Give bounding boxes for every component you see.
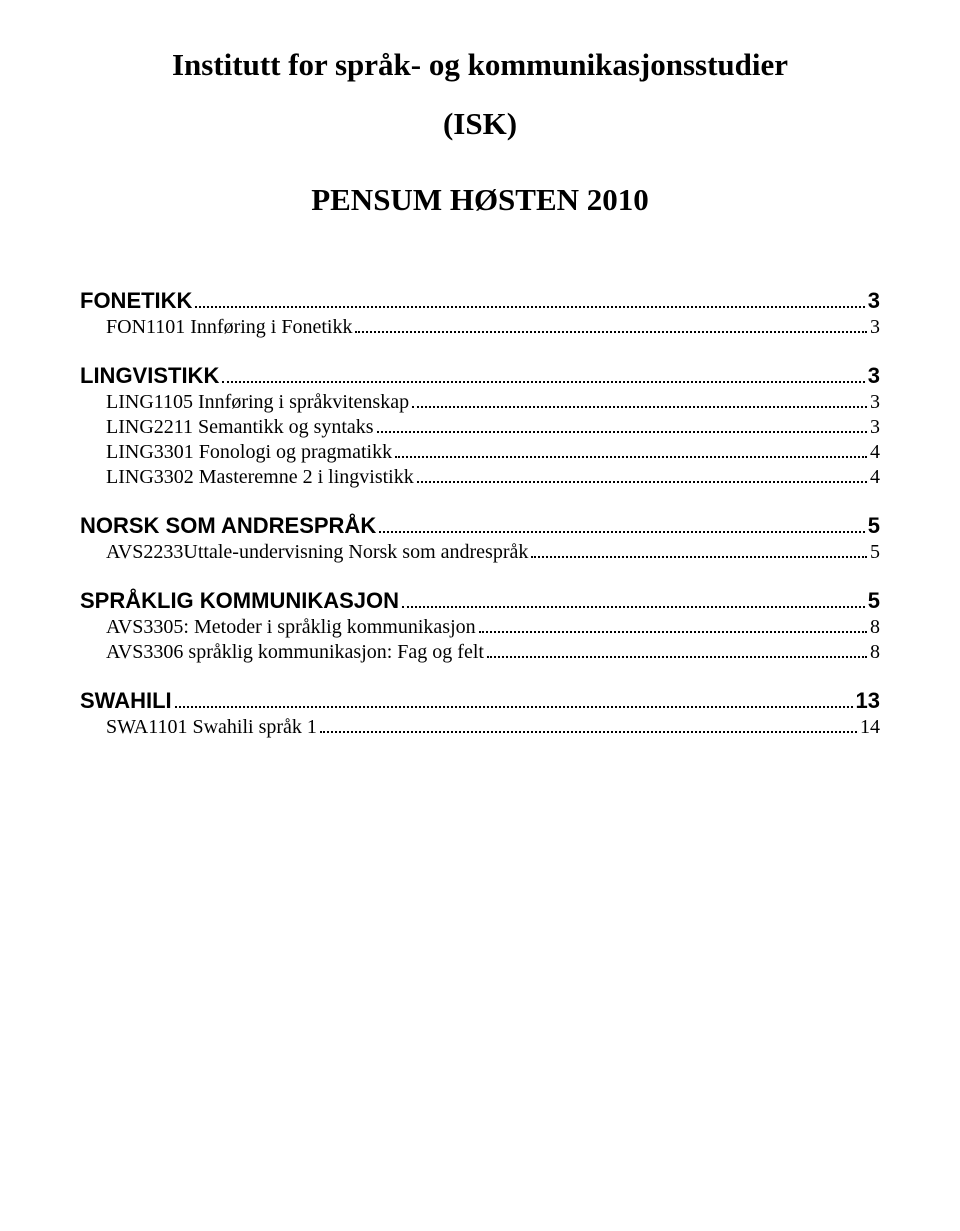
toc-page-number: 5 — [870, 541, 880, 564]
toc-entry-label: SWA1101 Swahili språk 1 — [80, 716, 317, 739]
toc-leader — [417, 471, 867, 483]
institute-abbrev: (ISK) — [80, 95, 880, 154]
toc-entry-label: AVS3306 språklig kommunikasjon: Fag og f… — [80, 641, 484, 664]
toc-leader — [487, 646, 867, 658]
toc-entry-label: LING2211 Semantikk og syntaks — [80, 416, 374, 439]
toc-entry-label: FON1101 Innføring i Fonetikk — [80, 316, 352, 339]
toc-section-row: FONETIKK 3 — [80, 288, 880, 314]
toc-page-number: 5 — [868, 588, 880, 614]
toc-section-row: NORSK SOM ANDRESPRÅK 5 — [80, 513, 880, 539]
toc-page-number: 3 — [868, 363, 880, 389]
toc-leader — [531, 546, 867, 558]
toc-entry-label: LING3301 Fonologi og pragmatikk — [80, 441, 392, 464]
toc-section-row: SWAHILI 13 — [80, 688, 880, 714]
toc-section-label: LINGVISTIKK — [80, 363, 219, 389]
toc-page-number: 3 — [868, 288, 880, 314]
toc-page-number: 14 — [860, 716, 880, 739]
toc-sub-row: FON1101 Innføring i Fonetikk 3 — [80, 316, 880, 339]
toc-sub-row: AVS3306 språklig kommunikasjon: Fag og f… — [80, 641, 880, 664]
toc-section-label: NORSK SOM ANDRESPRÅK — [80, 513, 376, 539]
institute-name: Institutt for språk- og kommunikasjonsst… — [80, 36, 880, 95]
toc-section-label: SPRÅKLIG KOMMUNIKASJON — [80, 588, 399, 614]
toc-gap — [80, 341, 880, 363]
toc-gap — [80, 566, 880, 588]
toc-leader — [479, 621, 867, 633]
pensum-title: PENSUM HØSTEN 2010 — [80, 182, 880, 218]
toc-entry-label: AVS3305: Metoder i språklig kommunikasjo… — [80, 616, 476, 639]
toc-leader — [175, 696, 853, 708]
toc-sub-row: LING2211 Semantikk og syntaks 3 — [80, 416, 880, 439]
toc-page-number: 4 — [870, 441, 880, 464]
toc-gap — [80, 491, 880, 513]
toc-page-number: 3 — [870, 391, 880, 414]
toc-sub-row: SWA1101 Swahili språk 1 14 — [80, 716, 880, 739]
toc-section-label: SWAHILI — [80, 688, 172, 714]
toc-leader — [395, 446, 867, 458]
toc-sub-row: AVS3305: Metoder i språklig kommunikasjo… — [80, 616, 880, 639]
toc-page-number: 3 — [870, 416, 880, 439]
toc-sub-row: AVS2233Uttale-undervisning Norsk som and… — [80, 541, 880, 564]
toc-page-number: 13 — [856, 688, 880, 714]
toc-page-number: 5 — [868, 513, 880, 539]
toc-leader — [320, 721, 857, 733]
toc-section-row: SPRÅKLIG KOMMUNIKASJON 5 — [80, 588, 880, 614]
toc-gap — [80, 666, 880, 688]
toc-section-row: LINGVISTIKK 3 — [80, 363, 880, 389]
title-block: Institutt for språk- og kommunikasjonsst… — [80, 36, 880, 218]
toc-sub-row: LING3301 Fonologi og pragmatikk 4 — [80, 441, 880, 464]
toc-leader — [195, 296, 864, 308]
toc-leader — [222, 371, 864, 383]
toc-leader — [412, 396, 867, 408]
toc-page-number: 8 — [870, 641, 880, 664]
toc-page-number: 8 — [870, 616, 880, 639]
toc-sub-row: LING1105 Innføring i språkvitenskap 3 — [80, 391, 880, 414]
toc-section-label: FONETIKK — [80, 288, 192, 314]
toc-entry-label: AVS2233Uttale-undervisning Norsk som and… — [80, 541, 528, 564]
toc-entry-label: LING1105 Innføring i språkvitenskap — [80, 391, 409, 414]
toc-leader — [377, 421, 867, 433]
toc-leader — [402, 596, 865, 608]
toc-sub-row: LING3302 Masteremne 2 i lingvistikk 4 — [80, 466, 880, 489]
toc-entry-label: LING3302 Masteremne 2 i lingvistikk — [80, 466, 414, 489]
toc-leader — [355, 321, 867, 333]
toc-page-number: 4 — [870, 466, 880, 489]
toc-page-number: 3 — [870, 316, 880, 339]
toc-leader — [379, 521, 865, 533]
table-of-contents: FONETIKK3FON1101 Innføring i Fonetikk3LI… — [80, 288, 880, 739]
